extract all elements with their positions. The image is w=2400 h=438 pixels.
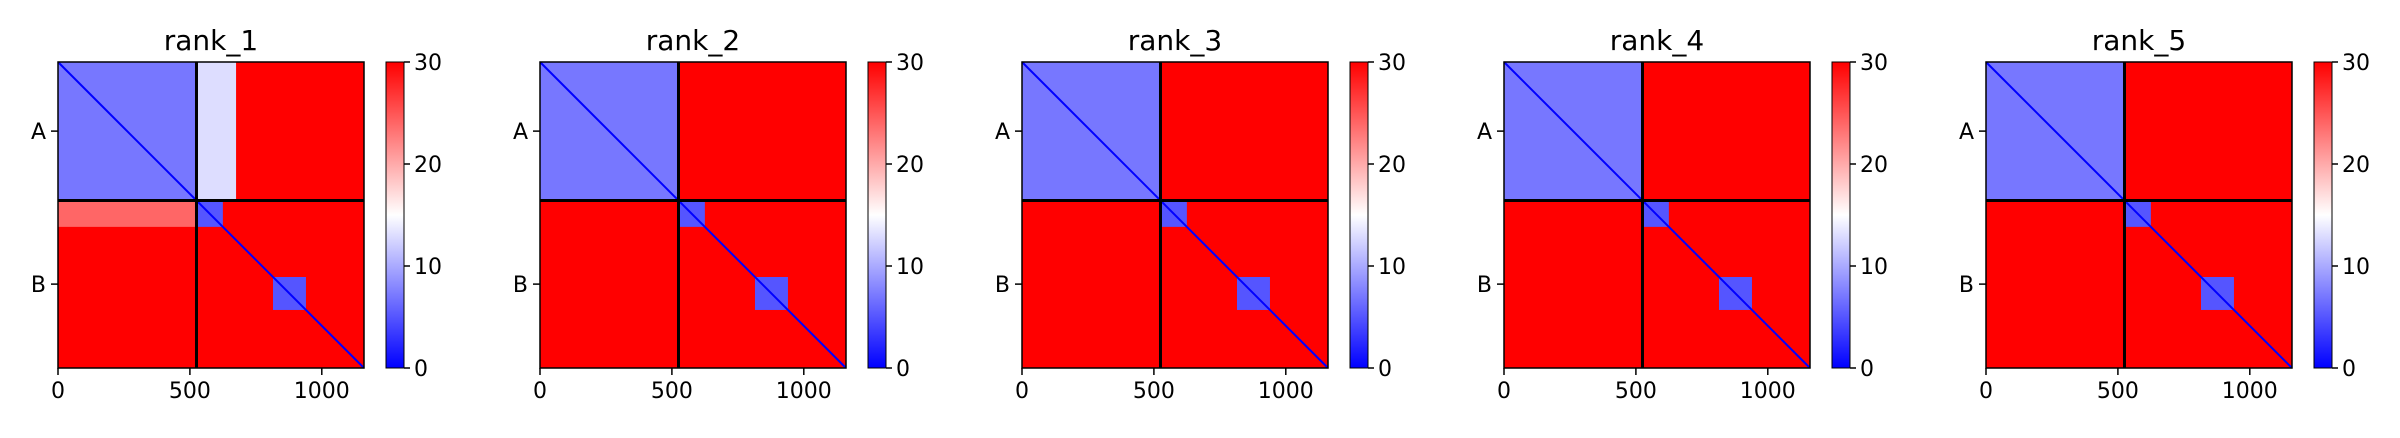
panel-rank_4: rank_4 0 500 1000 A B 0 10 20 30 — [1477, 24, 1888, 404]
heatmap-diagonal — [1985, 61, 2293, 369]
panel-rank_5: rank_5 0 500 1000 A B 0 10 20 30 — [1959, 24, 2370, 404]
x-tick-label: 0 — [51, 379, 65, 404]
colorbar-tick-label: 0 — [414, 357, 428, 382]
panel-title: rank_4 — [1610, 24, 1704, 57]
x-tick-label: 1000 — [294, 379, 350, 404]
colorbar-tick-label: 0 — [2342, 357, 2356, 382]
axes-frame — [1503, 61, 1811, 369]
colorbar — [385, 61, 405, 369]
axes-frame — [1985, 61, 2293, 369]
colorbar-tick-label: 0 — [1860, 357, 1874, 382]
colorbar — [867, 61, 887, 369]
colorbar-tick-label: 20 — [1378, 153, 1406, 178]
colorbar-tick-label: 30 — [1860, 51, 1888, 76]
y-chain-label: A — [31, 120, 46, 145]
y-chain-label: B — [513, 273, 528, 298]
y-chain-label: B — [995, 273, 1010, 298]
x-tick-label: 1000 — [1258, 379, 1314, 404]
x-tick-label: 0 — [533, 379, 547, 404]
y-chain-label: B — [1477, 273, 1492, 298]
panel-title: rank_1 — [164, 24, 258, 57]
colorbar — [1831, 61, 1851, 369]
colorbar — [2313, 61, 2333, 369]
y-chain-label: A — [1959, 120, 1974, 145]
colorbar-tick-label: 10 — [896, 255, 924, 280]
colorbar — [1349, 61, 1369, 369]
colorbar-tick-label: 0 — [1378, 357, 1392, 382]
y-chain-label: A — [513, 120, 528, 145]
x-tick-label: 500 — [1615, 379, 1657, 404]
panel-title: rank_2 — [646, 24, 740, 57]
colorbar-tick-label: 10 — [2342, 255, 2370, 280]
heatmap-block-2 — [196, 62, 237, 201]
colorbar-tick-label: 20 — [414, 153, 442, 178]
axes-frame — [1021, 61, 1329, 369]
y-chain-label: A — [1477, 120, 1492, 145]
panel-title: rank_5 — [2092, 24, 2186, 57]
panel-rank_2: rank_2 0 500 1000 A B 0 10 20 30 — [513, 24, 924, 404]
heatmap-diagonal — [1503, 61, 1811, 369]
x-tick-label: 0 — [1015, 379, 1029, 404]
x-tick-label: 500 — [651, 379, 693, 404]
y-chain-label: B — [31, 273, 46, 298]
x-tick-label: 0 — [1979, 379, 1993, 404]
heatmap-diagonal — [1021, 61, 1329, 369]
heatmap-block-3 — [58, 200, 197, 227]
heatmap-diagonal — [539, 61, 847, 369]
x-tick-label: 1000 — [776, 379, 832, 404]
colorbar-tick-label: 20 — [1860, 153, 1888, 178]
x-tick-label: 1000 — [2222, 379, 2278, 404]
x-tick-label: 500 — [169, 379, 211, 404]
panel-rank_1: rank_1 0 500 1000 A B 0 10 20 30 — [31, 24, 442, 404]
y-chain-label: A — [995, 120, 1010, 145]
colorbar-tick-label: 20 — [2342, 153, 2370, 178]
y-chain-label: B — [1959, 273, 1974, 298]
colorbar-tick-label: 30 — [2342, 51, 2370, 76]
colorbar-tick-label: 30 — [896, 51, 924, 76]
colorbar-tick-label: 10 — [1860, 255, 1888, 280]
axes-frame — [539, 61, 847, 369]
colorbar-tick-label: 0 — [896, 357, 910, 382]
panel-title: rank_3 — [1128, 24, 1222, 57]
x-tick-label: 500 — [1133, 379, 1175, 404]
colorbar-tick-label: 30 — [1378, 51, 1406, 76]
colorbar-tick-label: 20 — [896, 153, 924, 178]
heatmap-diagonal — [57, 61, 365, 369]
x-tick-label: 1000 — [1740, 379, 1796, 404]
axes-frame — [57, 61, 365, 369]
x-tick-label: 0 — [1497, 379, 1511, 404]
colorbar-tick-label: 10 — [1378, 255, 1406, 280]
panel-rank_3: rank_3 0 500 1000 A B 0 10 20 30 — [995, 24, 1406, 404]
colorbar-tick-label: 30 — [414, 51, 442, 76]
colorbar-tick-label: 10 — [414, 255, 442, 280]
x-tick-label: 500 — [2097, 379, 2139, 404]
